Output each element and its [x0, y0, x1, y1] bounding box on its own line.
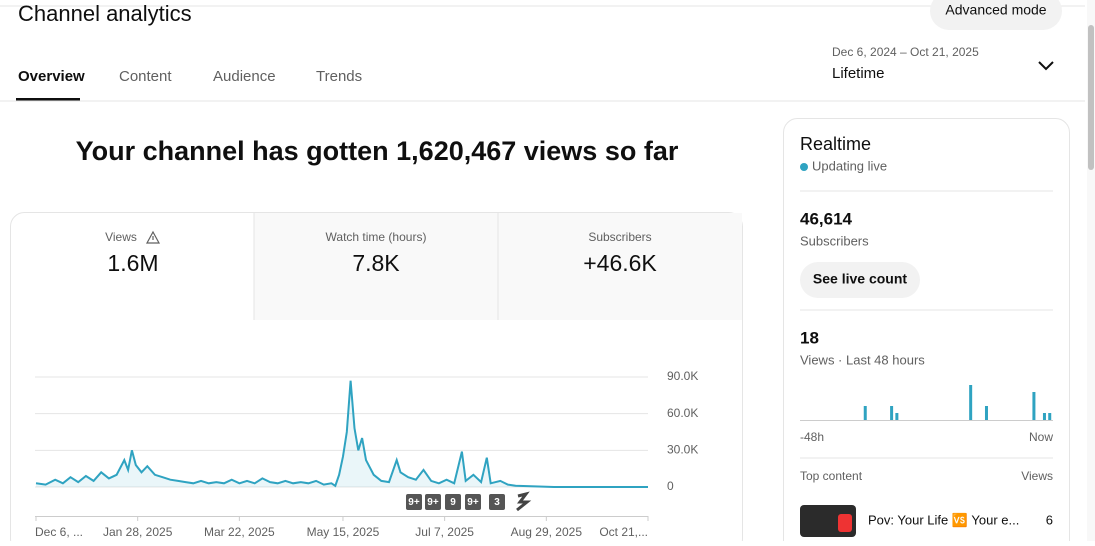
video-badge-label[interactable]: 3 — [494, 497, 500, 508]
realtime-bar — [1042, 413, 1046, 420]
axis-end: Now — [1029, 430, 1053, 444]
metric-value[interactable]: 7.8K — [352, 250, 400, 276]
live-count-button[interactable] — [800, 262, 920, 298]
views-line — [35, 380, 648, 488]
video-badge-label[interactable]: 9+ — [467, 497, 479, 508]
metric-value[interactable]: +46.6K — [583, 250, 657, 276]
date-label[interactable]: Lifetime — [832, 65, 885, 82]
advanced-mode-button[interactable] — [930, 0, 1062, 30]
metric-label[interactable]: Subscribers — [588, 230, 651, 244]
metric-label[interactable]: Views — [105, 230, 137, 244]
thumbnail-detail — [838, 514, 852, 532]
tab[interactable]: Trends — [316, 68, 362, 85]
dropdown-chevron[interactable] — [1038, 61, 1054, 71]
x-tick-label: Jan 28, 2025 — [103, 525, 173, 539]
live-count-label[interactable]: See live count — [813, 271, 907, 287]
axis-start: -48h — [800, 430, 824, 444]
realtime-bar — [1032, 392, 1036, 420]
live-dot — [800, 163, 808, 171]
x-tick-label: Mar 22, 2025 — [204, 525, 275, 539]
metric-value[interactable]: 1.6M — [107, 250, 158, 276]
headline: Your channel has gotten 1,620,467 views … — [76, 136, 679, 166]
realtime-bar — [863, 406, 867, 420]
video-badge-label[interactable]: 9 — [450, 497, 456, 508]
subscriber-count: 46,614 — [800, 209, 853, 228]
video-badge[interactable] — [425, 494, 441, 510]
realtime-bar — [969, 385, 973, 420]
views-count: 18 — [800, 328, 819, 347]
views-label: Views · Last 48 hours — [800, 352, 925, 367]
realtime-bar — [895, 413, 899, 420]
x-tick-label: May 15, 2025 — [307, 525, 380, 539]
video-badge-label[interactable]: 9+ — [408, 497, 420, 508]
tab[interactable]: Audience — [213, 68, 276, 85]
scrollbar[interactable] — [1087, 0, 1095, 541]
advanced-mode-label[interactable]: Advanced mode — [945, 2, 1046, 18]
x-tick-label: Jul 7, 2025 — [415, 525, 474, 539]
video-badge[interactable] — [406, 494, 422, 510]
realtime-bar — [984, 406, 988, 420]
video-badge[interactable] — [445, 494, 461, 510]
shorts-icon — [516, 491, 532, 512]
tab[interactable]: Overview — [18, 68, 85, 85]
realtime-status: Updating live — [812, 158, 887, 173]
y-tick-label: 90.0K — [667, 369, 698, 383]
x-tick-label: Aug 29, 2025 — [511, 525, 583, 539]
metric-label[interactable]: Watch time (hours) — [326, 230, 427, 244]
tab-indicator — [16, 98, 80, 101]
y-tick-label: 60.0K — [667, 406, 698, 420]
y-tick-label: 30.0K — [667, 443, 698, 457]
video-badge-label[interactable]: 9+ — [427, 497, 439, 508]
video-badge[interactable] — [489, 494, 505, 510]
subscriber-label: Subscribers — [800, 233, 869, 248]
realtime-title: Realtime — [800, 134, 871, 154]
video-badge[interactable] — [465, 494, 481, 510]
views-header: Views — [1021, 469, 1053, 483]
page-title: Channel analytics — [18, 1, 192, 26]
x-tick-label: Oct 21,... — [599, 525, 648, 539]
realtime-bar — [1048, 413, 1052, 420]
tab[interactable]: Content — [119, 68, 172, 85]
top-content-label: Top content — [800, 469, 863, 483]
realtime-card — [783, 118, 1070, 546]
warning-icon — [145, 230, 161, 244]
x-tick-label: Dec 6, ... — [35, 525, 83, 539]
realtime-bar — [890, 406, 894, 420]
scrollbar-thumb[interactable] — [1088, 25, 1094, 170]
video-title[interactable]: Pov: Your Life 🆚 Your e... — [868, 512, 1019, 527]
date-range[interactable]: Dec 6, 2024 – Oct 21, 2025 — [832, 45, 979, 59]
video-views: 6 — [1046, 512, 1053, 527]
top-bar — [0, 0, 1095, 30]
y-tick-label: 0 — [667, 479, 674, 493]
